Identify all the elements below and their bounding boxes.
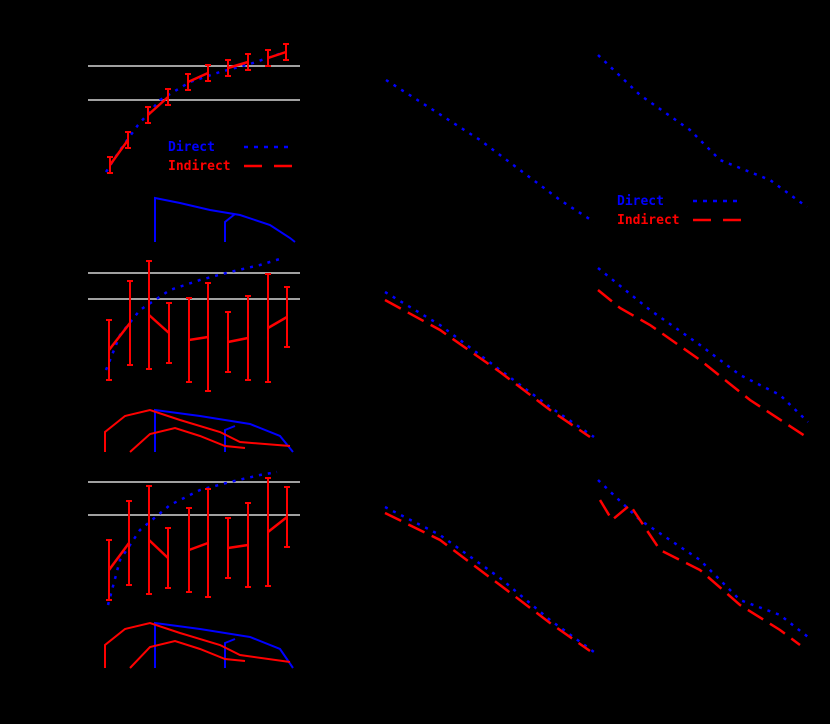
legend: Direct Indirect [617,194,741,228]
panel-middle-middle [384,290,595,439]
series-line-indirect [384,298,591,439]
panel-middle-top [385,78,595,224]
series-line-direct [384,505,595,654]
panel-left-top [88,43,300,243]
legend-label-indirect: Indirect [168,159,231,174]
series-line-direct [597,267,809,423]
panel-right-top [597,54,808,209]
series-line-direct [104,50,286,173]
density-panel [104,621,294,669]
series-line-indirect [597,289,809,440]
panel-right-middle [597,267,809,440]
panel-middle-bottom [384,505,595,654]
series-line-indirect [384,511,591,653]
series-line-direct [106,470,278,606]
legend-label-direct: Direct [168,140,215,155]
panel-left-middle [88,256,300,392]
density-curve-direct [154,196,296,243]
legend-label-indirect: Indirect [617,213,680,228]
series-line-direct [597,479,809,638]
series-line-direct [385,78,595,224]
legend-label-direct: Direct [617,194,664,209]
panel-right-bottom [597,479,809,646]
density-curve-direct [224,213,236,242]
series-line-indirect [598,499,801,646]
series-line-direct [384,290,595,439]
panel-left-bottom [88,470,300,606]
density-panel [104,408,294,453]
legend: Direct Indirect [168,140,292,174]
series-line-direct [104,256,284,371]
series-line-direct [597,54,808,209]
